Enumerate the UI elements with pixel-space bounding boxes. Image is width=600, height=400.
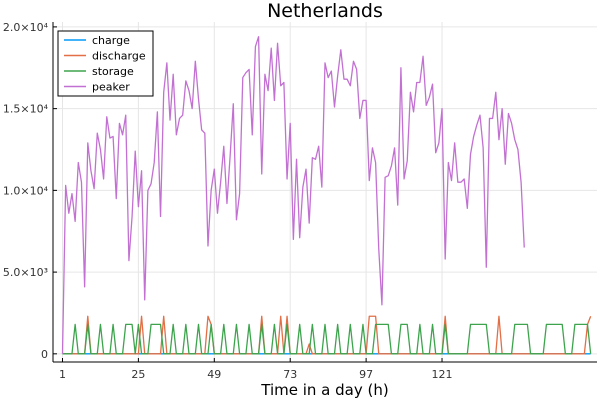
- y-tick-label: 0: [41, 348, 48, 361]
- x-tick-label: 1: [59, 368, 66, 381]
- legend: charge discharge storage peaker: [57, 30, 154, 97]
- x-tick-label: 25: [131, 368, 145, 381]
- y-tick-label: 1.5×10⁴: [3, 103, 49, 116]
- y-tick-label: 2.0×10⁴: [3, 21, 49, 34]
- y-tick-label: 5.0×10³: [3, 266, 48, 279]
- legend-label-storage: storage: [92, 65, 134, 78]
- x-axis-title: Time in a day (h): [260, 381, 388, 399]
- series-line-peaker: [61, 36, 525, 354]
- legend-label-charge: charge: [92, 34, 130, 47]
- chart-title: Netherlands: [267, 0, 383, 22]
- axes: [52, 22, 597, 363]
- x-tick-label: 121: [432, 368, 453, 381]
- series-line-storage: [62, 323, 592, 355]
- legend-label-peaker: peaker: [92, 81, 130, 94]
- x-tick-label: 73: [283, 368, 297, 381]
- series-group: [61, 36, 592, 355]
- x-tick-label: 49: [207, 368, 221, 381]
- x-tick-label: 97: [359, 368, 373, 381]
- ticks: 1 25 49 73 97 121 0 5.0×10³ 1.0×10⁴ 1.5×10⁴ 2.0×10…: [3, 21, 453, 381]
- legend-box: [57, 30, 154, 97]
- y-tick-label: 1.0×10⁴: [3, 184, 49, 197]
- legend-label-discharge: discharge: [92, 50, 146, 63]
